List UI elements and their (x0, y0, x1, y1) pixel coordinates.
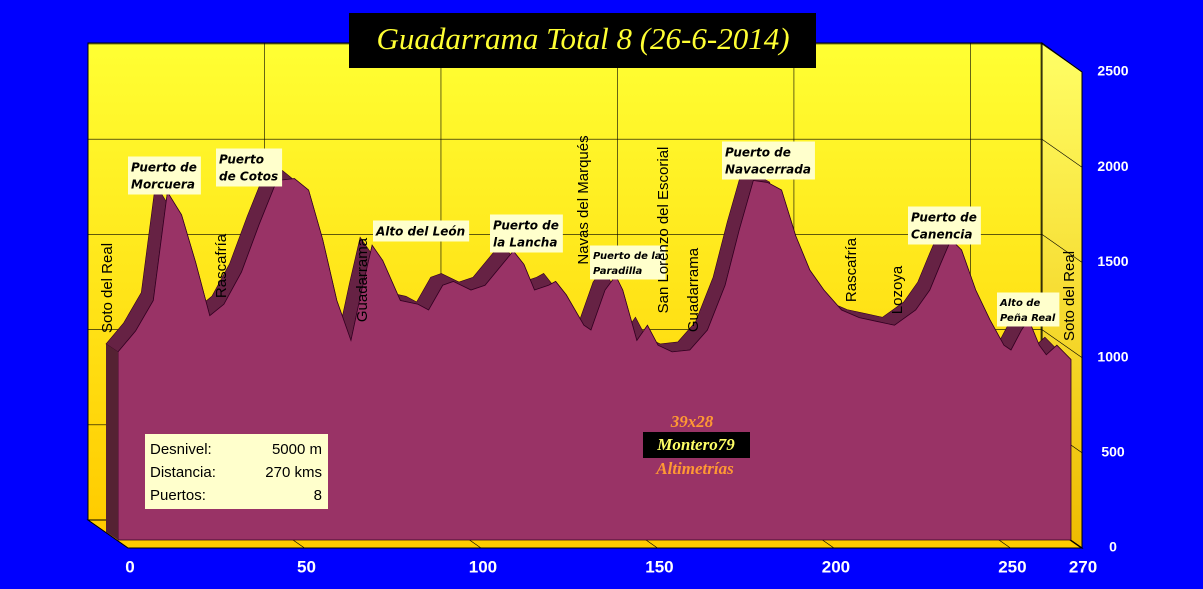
pass-label: Puerto de (725, 146, 791, 160)
label-box (997, 292, 1060, 327)
y-tick-label: 1000 (1097, 348, 1128, 364)
place-label: Lozoya (889, 265, 906, 314)
area-side (106, 343, 118, 540)
x-tick-label: 200 (822, 557, 850, 576)
label-box (373, 220, 470, 242)
info-box (145, 434, 328, 509)
place-label: Soto del Real (99, 243, 116, 333)
credit-box (643, 432, 750, 458)
label-box (908, 206, 981, 245)
credit: 39x28 (670, 412, 714, 431)
side-grid-line (1041, 43, 1083, 73)
pass-label: Peña Real (1000, 313, 1056, 324)
side-grid-line (1041, 138, 1083, 168)
side-grid-line (1041, 329, 1083, 358)
pass-label: Puerto de (131, 161, 197, 175)
place-label: Guadarrama (685, 247, 702, 332)
y-tick-label: 2500 (1097, 63, 1128, 79)
info-label: Distancia: (150, 464, 216, 481)
pass-label: Alto de (999, 298, 1040, 309)
x-tick-label: 100 (469, 557, 497, 576)
place-label: Navas del Marqués (575, 135, 592, 264)
label-box (590, 245, 666, 280)
x-tick-label: 0 (125, 557, 134, 576)
place-label: Guadarrama (354, 237, 371, 322)
x-tick-label: 50 (297, 557, 316, 576)
plot (105, 170, 1072, 541)
place-label: San Lorenzo del Escorial (655, 147, 672, 314)
pass-label: Canencia (911, 228, 972, 242)
credit: Montero79 (656, 435, 735, 454)
info-value: 270 kms (265, 464, 322, 481)
labels: 0 500 1000 1500 2000 2500 0 50 100 150 200 250 270 So… (99, 63, 1129, 577)
pass-label: Puerto (219, 153, 264, 167)
x-tick-label: 150 (645, 557, 673, 576)
x-tick-label: 270 (1069, 557, 1097, 576)
pass-label: Puerto de (493, 219, 559, 233)
credit: Altimetrías (655, 459, 734, 478)
y-tick-label: 0 (1109, 539, 1117, 555)
y-tick-label: 1500 (1097, 253, 1128, 269)
y-tick-label: 2000 (1097, 158, 1128, 174)
pass-label: Puerto de la (593, 251, 662, 262)
pass-label: de Cotos (219, 170, 278, 184)
label-box (128, 156, 201, 195)
info-value: 5000 m (272, 441, 322, 458)
info-label: Desnivel: (150, 441, 212, 458)
pass-label: Morcuera (131, 178, 195, 192)
y-tick-label: 500 (1101, 444, 1125, 460)
pass-label: Paradilla (593, 266, 643, 277)
floor-grid-line (87, 519, 129, 549)
place-label: Rascafría (213, 233, 230, 298)
pass-label: Navacerrada (725, 163, 811, 177)
pass-label: la Lancha (493, 236, 557, 250)
place-label: Soto del Real (1061, 251, 1078, 341)
label-box (216, 148, 283, 187)
label-box (490, 214, 563, 253)
place-label: Rascafría (843, 237, 860, 302)
pass-label: Alto del León (375, 225, 465, 239)
chart-title: Guadarrama Total 8 (26-6-2014) (376, 21, 789, 56)
info-value: 8 (314, 487, 322, 504)
info-label: Puertos: (150, 487, 206, 504)
pass-label: Puerto de (911, 211, 977, 225)
label-box (722, 141, 815, 180)
side-grid-line (1041, 234, 1083, 263)
x-tick-label: 250 (998, 557, 1026, 576)
title-box (349, 13, 816, 68)
area (117, 178, 1072, 541)
